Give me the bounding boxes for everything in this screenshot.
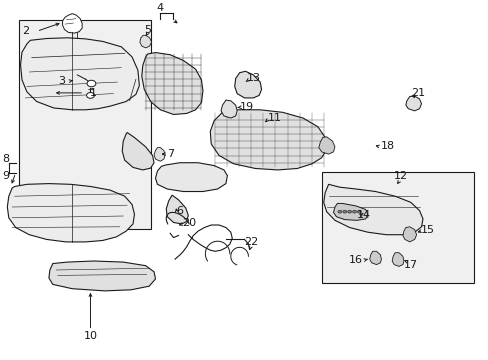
Polygon shape bbox=[166, 195, 188, 224]
Polygon shape bbox=[122, 132, 154, 170]
Circle shape bbox=[87, 80, 96, 87]
Polygon shape bbox=[7, 184, 134, 242]
Polygon shape bbox=[20, 38, 139, 110]
Polygon shape bbox=[391, 253, 403, 266]
Text: 4: 4 bbox=[157, 3, 163, 13]
Text: 3: 3 bbox=[58, 76, 65, 86]
Text: 7: 7 bbox=[166, 149, 173, 159]
Polygon shape bbox=[142, 53, 203, 114]
Polygon shape bbox=[221, 100, 237, 118]
Text: 9: 9 bbox=[2, 171, 9, 181]
Polygon shape bbox=[210, 110, 326, 170]
Text: 6: 6 bbox=[176, 206, 183, 216]
Text: 20: 20 bbox=[182, 218, 195, 228]
Text: 10: 10 bbox=[83, 330, 97, 341]
Text: 22: 22 bbox=[243, 237, 258, 247]
Polygon shape bbox=[154, 148, 165, 161]
Polygon shape bbox=[234, 71, 261, 98]
Text: 11: 11 bbox=[268, 113, 282, 123]
Polygon shape bbox=[333, 203, 367, 220]
Text: 8: 8 bbox=[2, 154, 9, 164]
Text: 19: 19 bbox=[240, 102, 253, 112]
Circle shape bbox=[352, 210, 356, 213]
Text: 5: 5 bbox=[144, 25, 151, 35]
Text: 21: 21 bbox=[410, 88, 424, 98]
Polygon shape bbox=[402, 227, 416, 242]
Text: 17: 17 bbox=[403, 260, 417, 270]
Bar bbox=[19, 20, 150, 229]
Polygon shape bbox=[405, 96, 421, 111]
Text: 12: 12 bbox=[393, 171, 407, 181]
Polygon shape bbox=[155, 163, 227, 192]
Circle shape bbox=[357, 210, 361, 213]
Polygon shape bbox=[323, 184, 422, 235]
Text: 2: 2 bbox=[22, 26, 29, 36]
Polygon shape bbox=[318, 137, 334, 154]
Bar bbox=[321, 172, 473, 283]
Text: 14: 14 bbox=[357, 210, 370, 220]
Circle shape bbox=[337, 210, 341, 213]
Text: 1: 1 bbox=[89, 88, 96, 98]
Circle shape bbox=[86, 93, 94, 98]
Circle shape bbox=[347, 210, 351, 213]
Polygon shape bbox=[140, 35, 151, 48]
Polygon shape bbox=[62, 14, 82, 33]
Polygon shape bbox=[369, 251, 381, 265]
Text: 15: 15 bbox=[420, 225, 433, 235]
Text: 13: 13 bbox=[247, 73, 261, 84]
Circle shape bbox=[342, 210, 346, 213]
Polygon shape bbox=[49, 261, 155, 291]
Text: 18: 18 bbox=[380, 141, 394, 151]
Text: 16: 16 bbox=[348, 255, 362, 265]
